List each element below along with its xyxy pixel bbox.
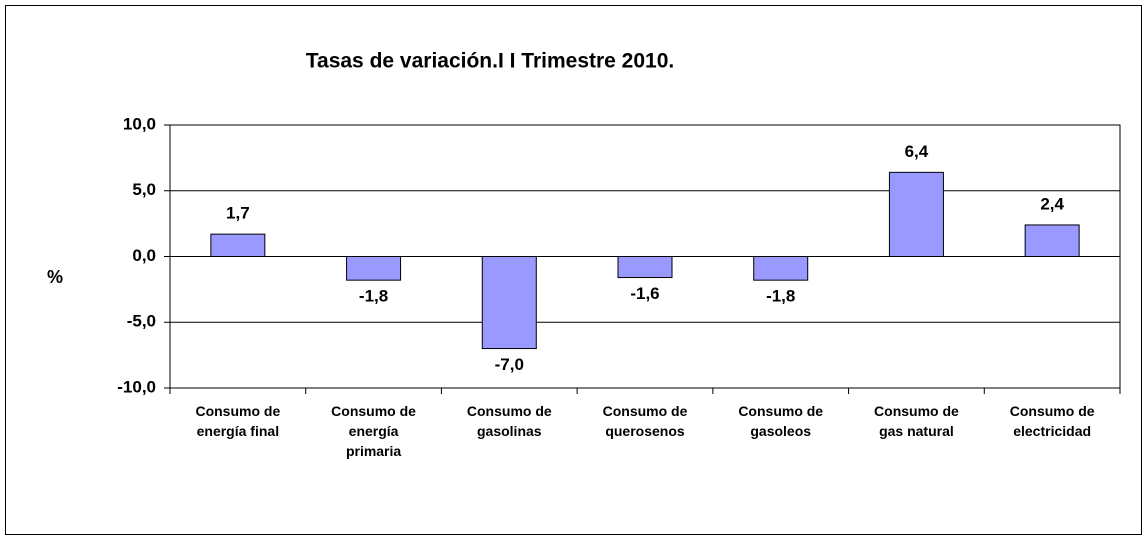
y-tick-label: -10,0	[117, 377, 156, 396]
bar	[753, 256, 809, 281]
value-label: -7,0	[495, 355, 524, 374]
x-tick-label: Consumo de querosenos	[603, 403, 688, 439]
bar	[210, 233, 266, 258]
value-label: -1,8	[359, 287, 388, 306]
bar	[888, 171, 944, 257]
y-tick-label: 5,0	[132, 180, 156, 199]
value-label: 2,4	[1040, 194, 1064, 213]
y-axis-label: %	[47, 267, 63, 287]
value-label: 1,7	[226, 204, 250, 223]
chart-title: Tasas de variación.I I Trimestre 2010.	[306, 50, 674, 73]
value-label: -1,6	[630, 284, 659, 303]
x-tick-label: Consumo de gas natural	[874, 403, 959, 439]
bar	[481, 256, 537, 350]
bar	[1024, 224, 1080, 258]
bar	[617, 256, 673, 279]
x-tick-label: Consumo de energía final	[195, 403, 280, 439]
x-tick-label: Consumo de electricidad	[1010, 403, 1095, 439]
x-tick-label: Consumo de energía primaria	[331, 403, 416, 459]
bar	[346, 256, 402, 281]
y-tick-label: 10,0	[123, 114, 156, 133]
value-label: -1,8	[766, 287, 795, 306]
y-tick-label: 0,0	[132, 246, 156, 265]
y-tick-label: -5,0	[127, 312, 156, 331]
x-tick-label: Consumo de gasoleos	[738, 403, 823, 439]
x-tick-label: Consumo de gasolinas	[467, 403, 552, 439]
value-label: 6,4	[905, 142, 929, 161]
